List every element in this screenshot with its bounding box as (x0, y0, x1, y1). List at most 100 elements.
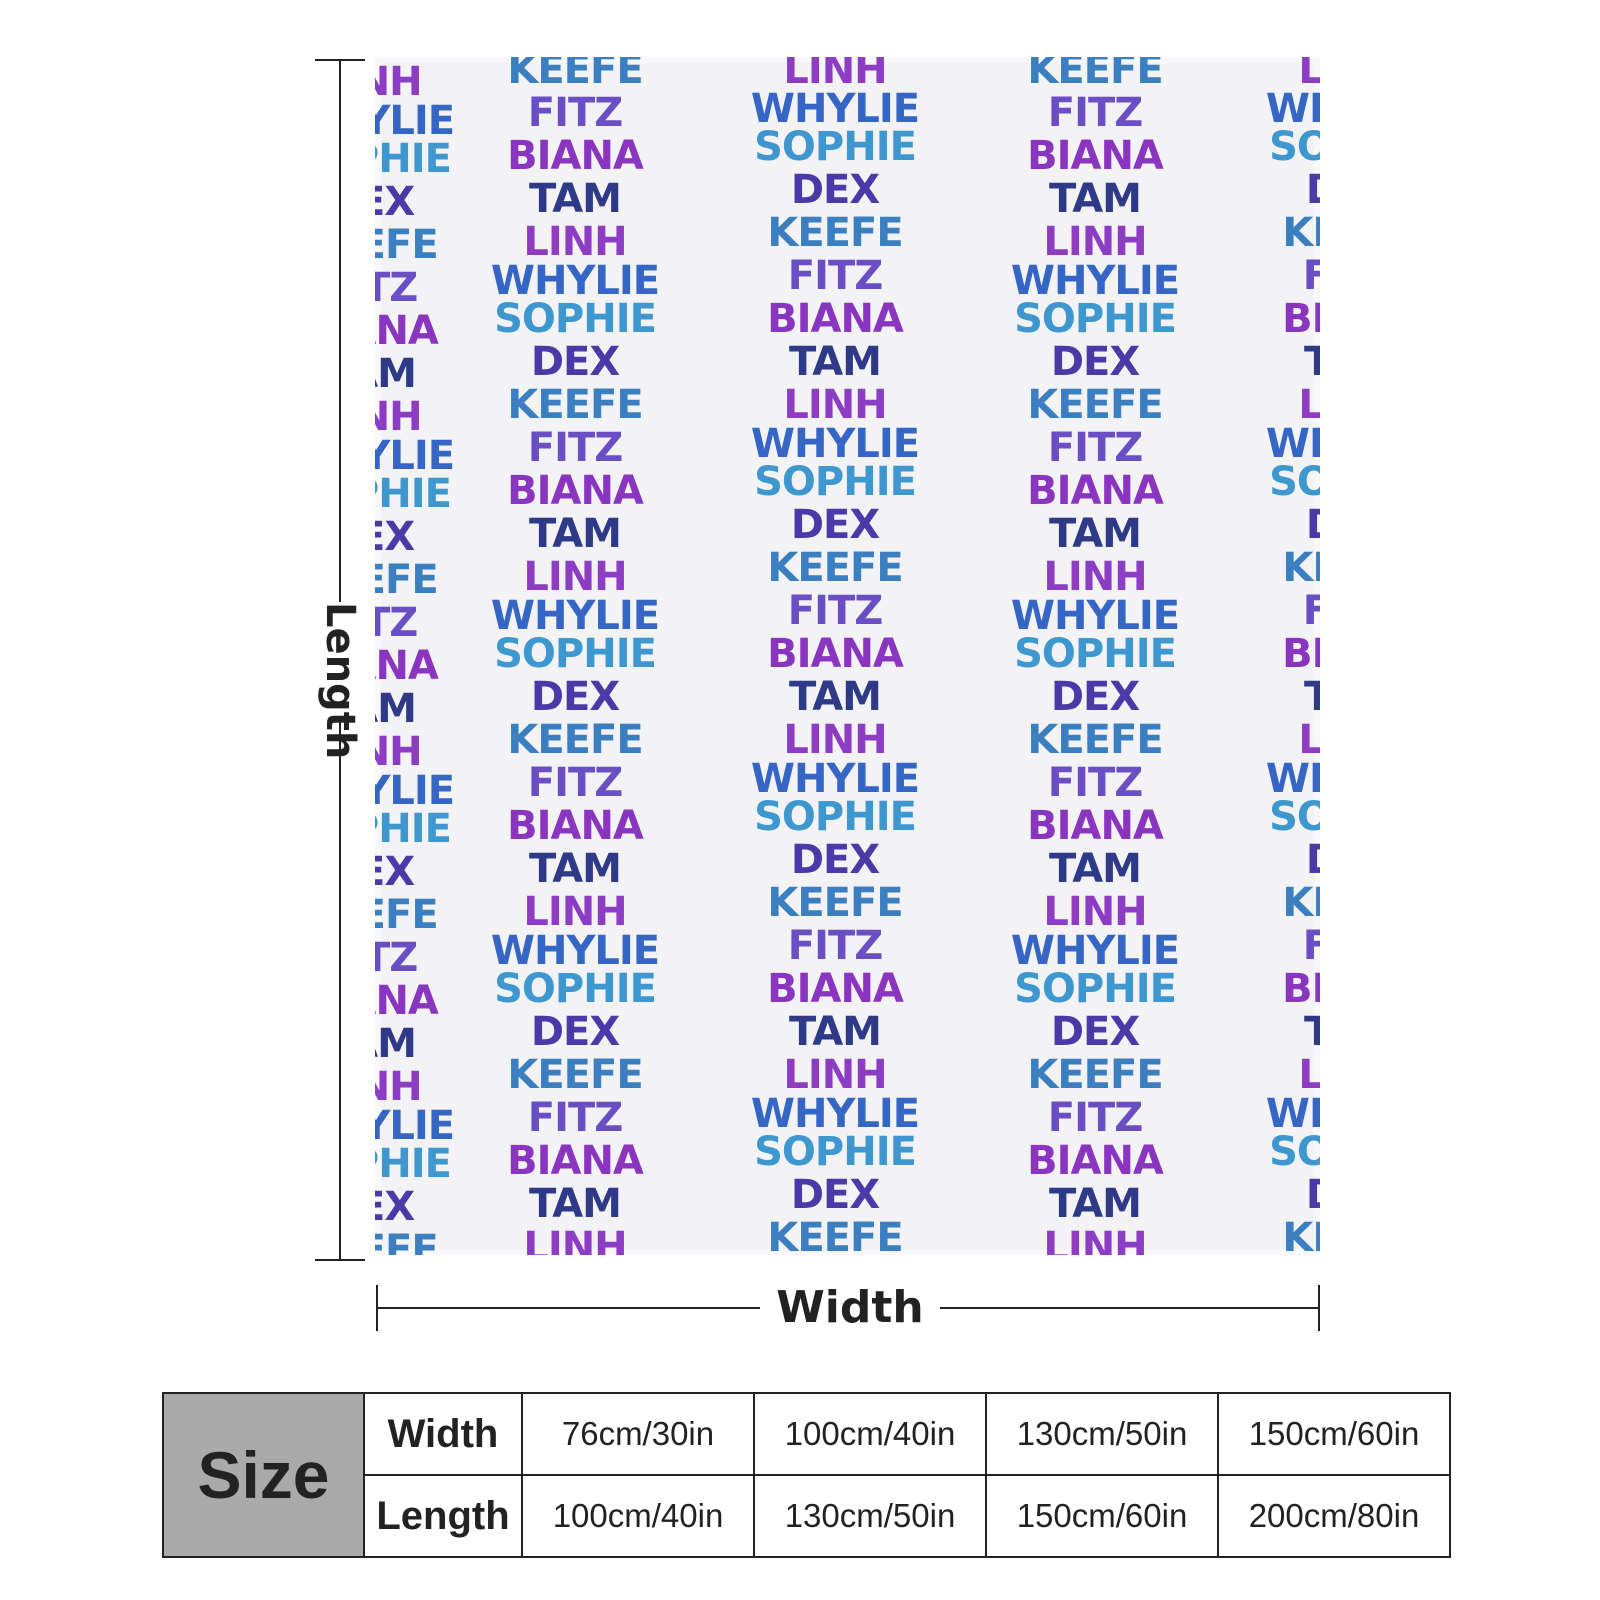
pattern-name: BIANA (1027, 803, 1164, 849)
width-dimension-cap-right (1318, 1285, 1320, 1331)
width-value-4: 150cm/60in (1217, 1392, 1451, 1476)
pattern-name: KEEFE (507, 382, 643, 428)
pattern-name: BIANA (1027, 468, 1164, 514)
pattern-name: FITZ (1302, 588, 1320, 634)
pattern-name: TAM (1304, 1009, 1320, 1055)
size-table-header: Size (162, 1392, 365, 1558)
pattern-name: DEX (1050, 1009, 1140, 1055)
pattern-name: SOPHIE (1014, 296, 1177, 342)
pattern-name: WHYLIE (1265, 1091, 1320, 1137)
pattern-name: TAM (789, 674, 882, 720)
pattern-name: FITZ (1047, 1095, 1144, 1141)
pattern-name: SOPHIE (1269, 124, 1320, 170)
pattern-name: FITZ (1302, 253, 1320, 299)
size-row-label-length: Length (363, 1474, 523, 1558)
pattern-name: SOPHIE (1269, 459, 1320, 505)
pattern-name: LINH (523, 1224, 627, 1256)
pattern-name: WHYLIE (1010, 928, 1180, 974)
pattern-name: TAM (529, 176, 622, 222)
pattern-name: SOPHIE (1269, 1129, 1320, 1175)
pattern-name: TAM (1049, 511, 1142, 557)
pattern-name: FITZ (1047, 90, 1144, 136)
pattern-name: BIANA (767, 296, 904, 342)
pattern-name: TAM (1304, 339, 1320, 385)
pattern-name: SOPHIE (375, 471, 452, 517)
pattern-name: BIANA (1027, 133, 1164, 179)
pattern-name: BIANA (507, 133, 644, 179)
pattern-name: WHYLIE (1010, 593, 1180, 639)
pattern-name: KEEFE (507, 57, 643, 93)
pattern-name: DEX (375, 514, 415, 560)
pattern-name: WHYLIE (490, 258, 660, 304)
pattern-name: DEX (530, 674, 620, 720)
pattern-name: FITZ (527, 1095, 624, 1141)
pattern-name: FITZ (787, 253, 884, 299)
pattern-name: FITZ (787, 923, 884, 969)
pattern-name: FITZ (375, 265, 418, 311)
pattern-name: LINH (1298, 382, 1320, 428)
pattern-name: DEX (530, 339, 620, 385)
pattern-name: DEX (375, 1184, 415, 1230)
pattern-name: TAM (529, 511, 622, 557)
pattern-name: BIANA (1282, 296, 1320, 342)
length-value-2: 130cm/50in (753, 1474, 987, 1558)
pattern-name: DEX (1230, 169, 1320, 212)
pattern-name: TAM (529, 846, 622, 892)
width-value-3: 130cm/50in (985, 1392, 1219, 1476)
pattern-name: LINH (1298, 57, 1320, 93)
pattern-name: LINH (375, 394, 423, 440)
pattern-name: SOPHIE (1269, 794, 1320, 840)
pattern-name: DEX (1050, 674, 1140, 720)
pattern-name: LINH (1298, 717, 1320, 763)
pattern-name: LINH (375, 729, 423, 775)
pattern-name: BIANA (1027, 1138, 1164, 1184)
width-dimension-cap-left (376, 1285, 378, 1331)
pattern-name: SOPHIE (494, 631, 657, 677)
pattern-name: SOPHIE (494, 296, 657, 342)
pattern-name: FITZ (527, 425, 624, 471)
length-label: Length (317, 602, 363, 760)
pattern-name: SOPHIE (494, 966, 657, 1012)
pattern-name: KEEFE (767, 545, 903, 591)
pattern-name: KEEFE (1282, 210, 1320, 256)
pattern-name: TAM (375, 686, 417, 732)
length-value-3: 150cm/60in (985, 1474, 1219, 1558)
pattern-name: LINH (1043, 889, 1147, 935)
pattern-name: KEEFE (1027, 1052, 1163, 1098)
pattern-name: KEEFE (375, 892, 439, 938)
pattern-name: BIANA (375, 978, 439, 1024)
pattern-name: KEEFE (1282, 1215, 1320, 1256)
pattern-name: DEX (790, 837, 880, 883)
pattern-name: LINH (523, 554, 627, 600)
pattern-name: FITZ (375, 600, 418, 646)
pattern-name: KEEFE (767, 880, 903, 926)
pattern-name: LINH (1043, 1224, 1147, 1256)
pattern-name: KEEFE (767, 210, 903, 256)
length-dimension-cap-top (315, 59, 365, 61)
pattern-name: WHYLIE (375, 433, 455, 479)
pattern-name: WHYLIE (1265, 86, 1320, 132)
pattern-name: LINH (1043, 219, 1147, 265)
width-label: Width (760, 1283, 940, 1333)
size-table: Size Width 76cm/30in 100cm/40in 130cm/50… (162, 1392, 1451, 1558)
name-column: KEEFEFITZBIANATAMLINHWHYLIESOPHIEDEXKEEF… (375, 57, 490, 1255)
pattern-name: WHYLIE (375, 98, 455, 144)
pattern-name: WHYLIE (750, 1091, 920, 1137)
length-value-4: 200cm/80in (1217, 1474, 1451, 1558)
blanket-pattern: KEEFEFITZBIANATAMLINHWHYLIESOPHIEDEXKEEF… (375, 57, 1320, 1255)
pattern-name: LINH (783, 57, 887, 93)
pattern-name: BIANA (507, 1138, 644, 1184)
pattern-name: DEX (530, 1009, 620, 1055)
pattern-name: KEEFE (1282, 545, 1320, 591)
pattern-name: DEX (1230, 504, 1320, 547)
pattern-name: KEEFE (375, 557, 439, 603)
pattern-name: LINH (523, 219, 627, 265)
pattern-name: DEX (1230, 1174, 1320, 1217)
pattern-name: FITZ (1047, 760, 1144, 806)
pattern-name: TAM (1304, 674, 1320, 720)
pattern-name: LINH (375, 1064, 423, 1110)
pattern-name: KEEFE (375, 222, 439, 268)
size-row-label-width: Width (363, 1392, 523, 1476)
